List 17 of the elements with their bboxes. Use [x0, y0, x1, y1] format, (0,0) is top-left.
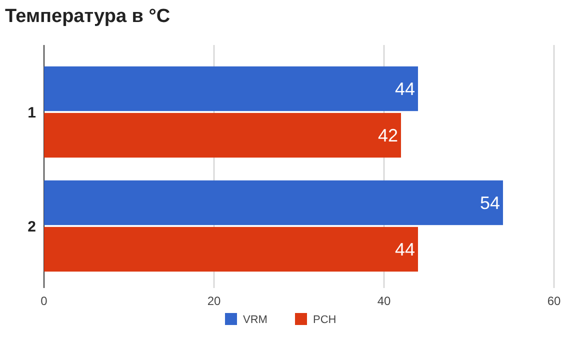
y-tick-label: 1	[28, 104, 36, 122]
legend-label: PCH	[313, 314, 336, 326]
bar	[44, 226, 418, 272]
data-label: 44	[394, 240, 415, 260]
x-tick-label: 40	[377, 294, 391, 308]
data-label: 44	[394, 79, 415, 100]
bar	[44, 66, 418, 112]
chart-title: Температура в °C	[5, 6, 170, 27]
bar	[44, 112, 401, 158]
x-tick-label: 60	[547, 294, 561, 308]
data-label: 42	[378, 126, 398, 146]
x-tick-label: 0	[40, 294, 48, 308]
legend-label: VRM	[243, 314, 268, 326]
y-tick-label: 2	[28, 218, 36, 236]
x-tick-label: 20	[207, 294, 221, 308]
bar	[44, 180, 503, 226]
data-label: 54	[480, 193, 500, 214]
